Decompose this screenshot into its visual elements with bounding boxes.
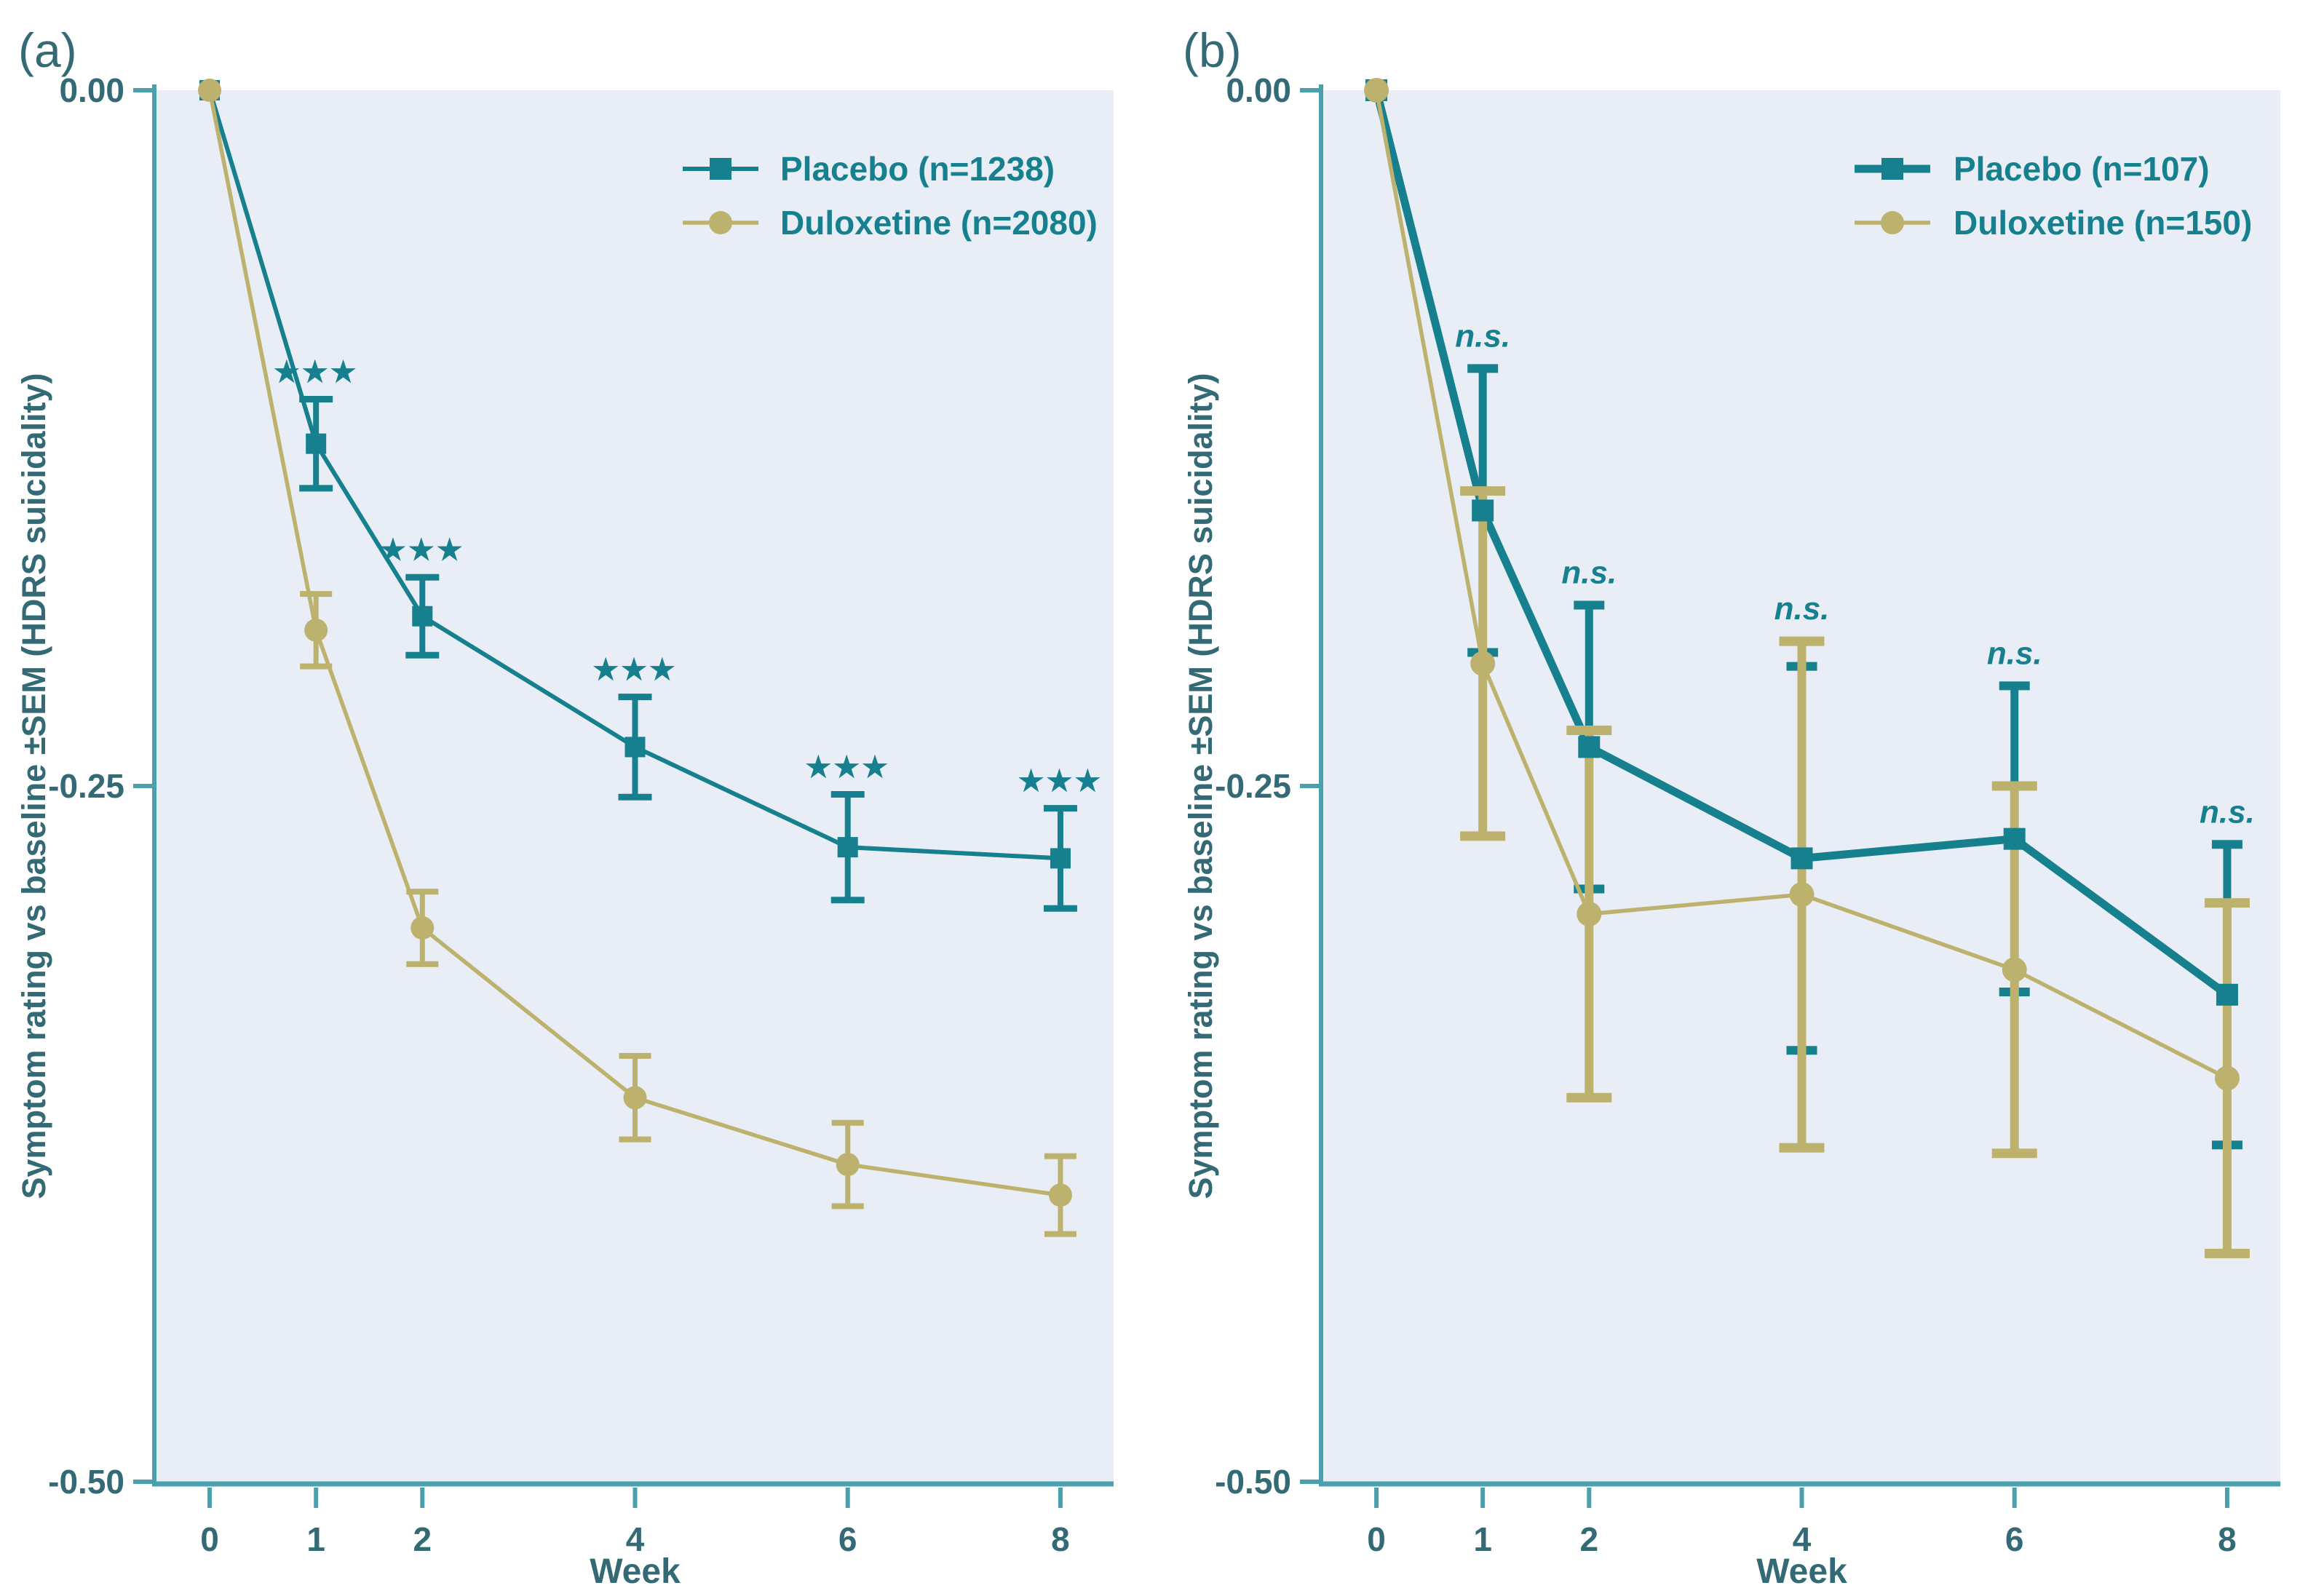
panel-a: 0.00 -0.25 -0.50 0 1 2 4 6 8 Week Symptom rating v…: [15, 23, 1114, 1591]
data-point-marker-circle: [1577, 901, 1602, 926]
y-axis-title: Symptom rating vs baseline ±SEM (HDRS su…: [15, 373, 52, 1199]
legend-square-marker-icon: [1881, 158, 1903, 180]
legend-item: Duloxetine (n=150): [1855, 204, 2252, 242]
legend-label: Placebo (n=107): [1954, 150, 2210, 188]
x-tick-label: 0: [200, 1520, 219, 1558]
data-point-marker-circle: [623, 1086, 647, 1110]
legend-circle-marker-icon: [709, 211, 732, 234]
data-point-marker-circle: [2002, 957, 2027, 982]
legend-label: Placebo (n=1238): [780, 150, 1055, 188]
significance-stars-annotation: ★★★: [1018, 766, 1103, 798]
x-tick-label: 1: [1473, 1520, 1492, 1558]
y-tick-label: -0.50: [48, 1463, 124, 1501]
not-significant-annotation: n.s.: [1561, 555, 1617, 590]
x-tick-label: 2: [413, 1520, 432, 1558]
significance-stars-annotation: ★★★: [274, 356, 359, 388]
x-axis-title: Week: [1756, 1552, 1847, 1591]
y-tick-label: -0.25: [48, 767, 124, 805]
y-tick-label: 0.00: [59, 71, 124, 109]
significance-stars-annotation: ★★★: [380, 534, 465, 566]
data-point-marker-square: [1050, 848, 1071, 869]
not-significant-annotation: n.s.: [1774, 591, 1830, 627]
data-point-marker-square: [2216, 983, 2238, 1006]
data-point-marker-square: [1578, 736, 1601, 758]
data-point-marker-square: [1791, 847, 1813, 870]
significance-stars-annotation: ★★★: [805, 751, 890, 783]
data-point-marker-circle: [411, 916, 435, 940]
x-axis-title: Week: [590, 1552, 681, 1591]
data-point-marker-square: [1472, 499, 1494, 522]
data-point-marker-square: [412, 606, 433, 627]
y-axis-title: Symptom rating vs baseline ±SEM (HDRS su…: [1182, 373, 1219, 1199]
x-tick-label: 4: [1793, 1520, 1812, 1558]
x-tick-label: 0: [1367, 1520, 1386, 1558]
data-point-marker-circle: [1364, 78, 1389, 103]
y-tick-label: 0.00: [1226, 71, 1291, 109]
x-tick-label: 6: [2005, 1520, 2024, 1558]
data-point-marker-square: [837, 837, 858, 858]
legend-circle-marker-icon: [1881, 211, 1904, 234]
series-line-duloxetine: [207, 90, 1061, 1197]
data-point-marker-circle: [198, 79, 222, 102]
data-point-marker-circle: [836, 1153, 860, 1177]
series-line-placebo: [207, 90, 1061, 861]
legend: Placebo (n=107) Duloxetine (n=150): [1855, 150, 2252, 242]
x-tick-label: 4: [626, 1520, 645, 1558]
series-line-placebo: [1372, 89, 2230, 999]
not-significant-annotation: n.s.: [1987, 635, 2042, 671]
panel-letter: (a): [18, 23, 77, 77]
series-line-duloxetine: [1374, 90, 2229, 1080]
not-significant-annotation: n.s.: [1455, 318, 1510, 354]
data-point-marker-circle: [304, 618, 328, 642]
data-point-marker-circle: [2214, 1065, 2240, 1091]
legend-item: Placebo (n=1238): [683, 150, 1055, 188]
significance-stars-annotation: ★★★: [592, 654, 678, 686]
not-significant-annotation: n.s.: [2200, 794, 2255, 830]
x-tick-label: 1: [306, 1520, 325, 1558]
y-tick-label: -0.25: [1215, 767, 1291, 805]
data-point-marker-circle: [1048, 1183, 1072, 1207]
data-point-marker-circle: [1470, 651, 1496, 676]
data-point-marker-square: [306, 433, 327, 454]
legend-item: Duloxetine (n=2080): [683, 204, 1098, 242]
data-point-marker-circle: [1789, 882, 1815, 908]
legend: Placebo (n=1238) Duloxetine (n=2080): [683, 150, 1098, 242]
panel-b: 0.00 -0.25 -0.50 0 1 2 4 6 8 Week Symptom rating v…: [1182, 23, 2280, 1591]
data-point-marker-square: [624, 737, 646, 758]
legend-label: Duloxetine (n=2080): [780, 204, 1098, 242]
legend-square-marker-icon: [710, 158, 731, 180]
data-point-marker-square: [2003, 827, 2026, 850]
x-tick-label: 2: [1579, 1520, 1598, 1558]
y-tick-label: -0.50: [1215, 1463, 1291, 1501]
x-tick-label: 6: [838, 1520, 857, 1558]
legend-label: Duloxetine (n=150): [1954, 204, 2252, 242]
x-tick-label: 8: [1051, 1520, 1070, 1558]
panel-letter: (b): [1183, 23, 1242, 77]
x-tick-label: 8: [2218, 1520, 2237, 1558]
legend-item: Placebo (n=107): [1855, 150, 2210, 188]
